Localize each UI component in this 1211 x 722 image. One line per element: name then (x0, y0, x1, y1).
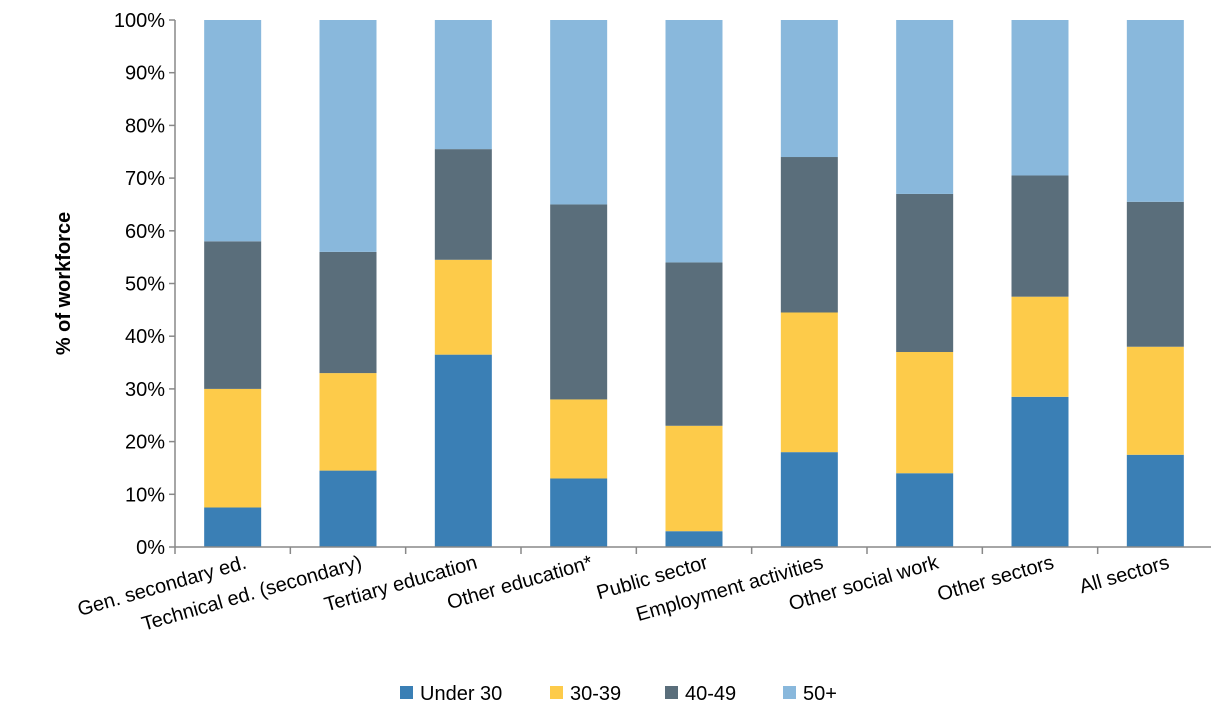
legend-label: 40-49 (685, 683, 736, 705)
x-tick-label: Other sectors (935, 552, 1056, 606)
bar-segment-8-series-3 (1011, 175, 1069, 297)
bar-segment-7-series-2 (896, 352, 954, 474)
legend-swatch (783, 686, 796, 699)
bar-segment-1-series-1 (204, 507, 262, 547)
bars-layer (204, 20, 1184, 547)
bar-segment-8-series-2 (1011, 296, 1069, 397)
y-tick-label: 30% (125, 379, 165, 401)
bar-segment-6-series-3 (780, 157, 838, 313)
y-tick-label: 70% (125, 168, 165, 190)
legend-swatch (665, 686, 678, 699)
bar-segment-7-series-4 (896, 20, 954, 194)
bar-segment-9-series-4 (1126, 20, 1184, 202)
bar-segment-4-series-3 (550, 204, 608, 400)
legend-swatch (400, 686, 413, 699)
y-tick-label: 10% (125, 484, 165, 506)
bar-segment-4-series-2 (550, 399, 608, 479)
y-axis-title: % of workforce (53, 212, 75, 355)
bar-segment-2-series-2 (319, 373, 377, 471)
bar-segment-9-series-3 (1126, 201, 1184, 347)
bar-segment-1-series-2 (204, 388, 262, 508)
bar-segment-5-series-4 (665, 20, 723, 263)
bar-segment-3-series-2 (434, 259, 492, 355)
y-tick-label: 80% (125, 115, 165, 137)
bar-segment-4-series-4 (550, 20, 608, 205)
y-tick-label: 40% (125, 326, 165, 348)
bar-segment-8-series-1 (1011, 396, 1069, 547)
y-tick-label: 50% (125, 274, 165, 296)
bar-segment-1-series-4 (204, 20, 262, 242)
bar-segment-6-series-2 (780, 312, 838, 453)
y-tick-label: 0% (136, 537, 165, 559)
y-tick-label: 20% (125, 432, 165, 454)
x-tick-label: All sectors (1077, 552, 1172, 599)
legend-label: 30-39 (570, 683, 621, 705)
bar-segment-2-series-4 (319, 20, 377, 252)
bar-segment-7-series-1 (896, 473, 954, 547)
bar-segment-6-series-1 (780, 452, 838, 547)
bar-segment-1-series-3 (204, 241, 262, 389)
bar-segment-2-series-3 (319, 251, 377, 374)
y-tick-label: 90% (125, 63, 165, 85)
bar-segment-7-series-3 (896, 193, 954, 353)
legend-label: 50+ (803, 683, 837, 705)
bar-segment-5-series-2 (665, 425, 723, 532)
y-tick-label: 100% (114, 10, 165, 32)
legend-label: Under 30 (420, 683, 502, 705)
legend-swatch (550, 686, 563, 699)
bar-segment-9-series-2 (1126, 346, 1184, 455)
bar-segment-5-series-1 (665, 531, 723, 547)
bar-segment-3-series-1 (434, 354, 492, 547)
bar-segment-8-series-4 (1011, 20, 1069, 176)
bar-segment-6-series-4 (780, 20, 838, 158)
axes-layer (169, 19, 1211, 554)
bar-segment-3-series-4 (434, 20, 492, 150)
y-tick-label: 60% (125, 221, 165, 243)
bar-segment-5-series-3 (665, 262, 723, 426)
bar-segment-9-series-1 (1126, 454, 1184, 547)
legend: Under 30 30-39 40-49 50+ (400, 683, 837, 705)
bar-segment-2-series-1 (319, 470, 377, 547)
bar-segment-3-series-3 (434, 149, 492, 260)
bar-segment-4-series-1 (550, 478, 608, 547)
